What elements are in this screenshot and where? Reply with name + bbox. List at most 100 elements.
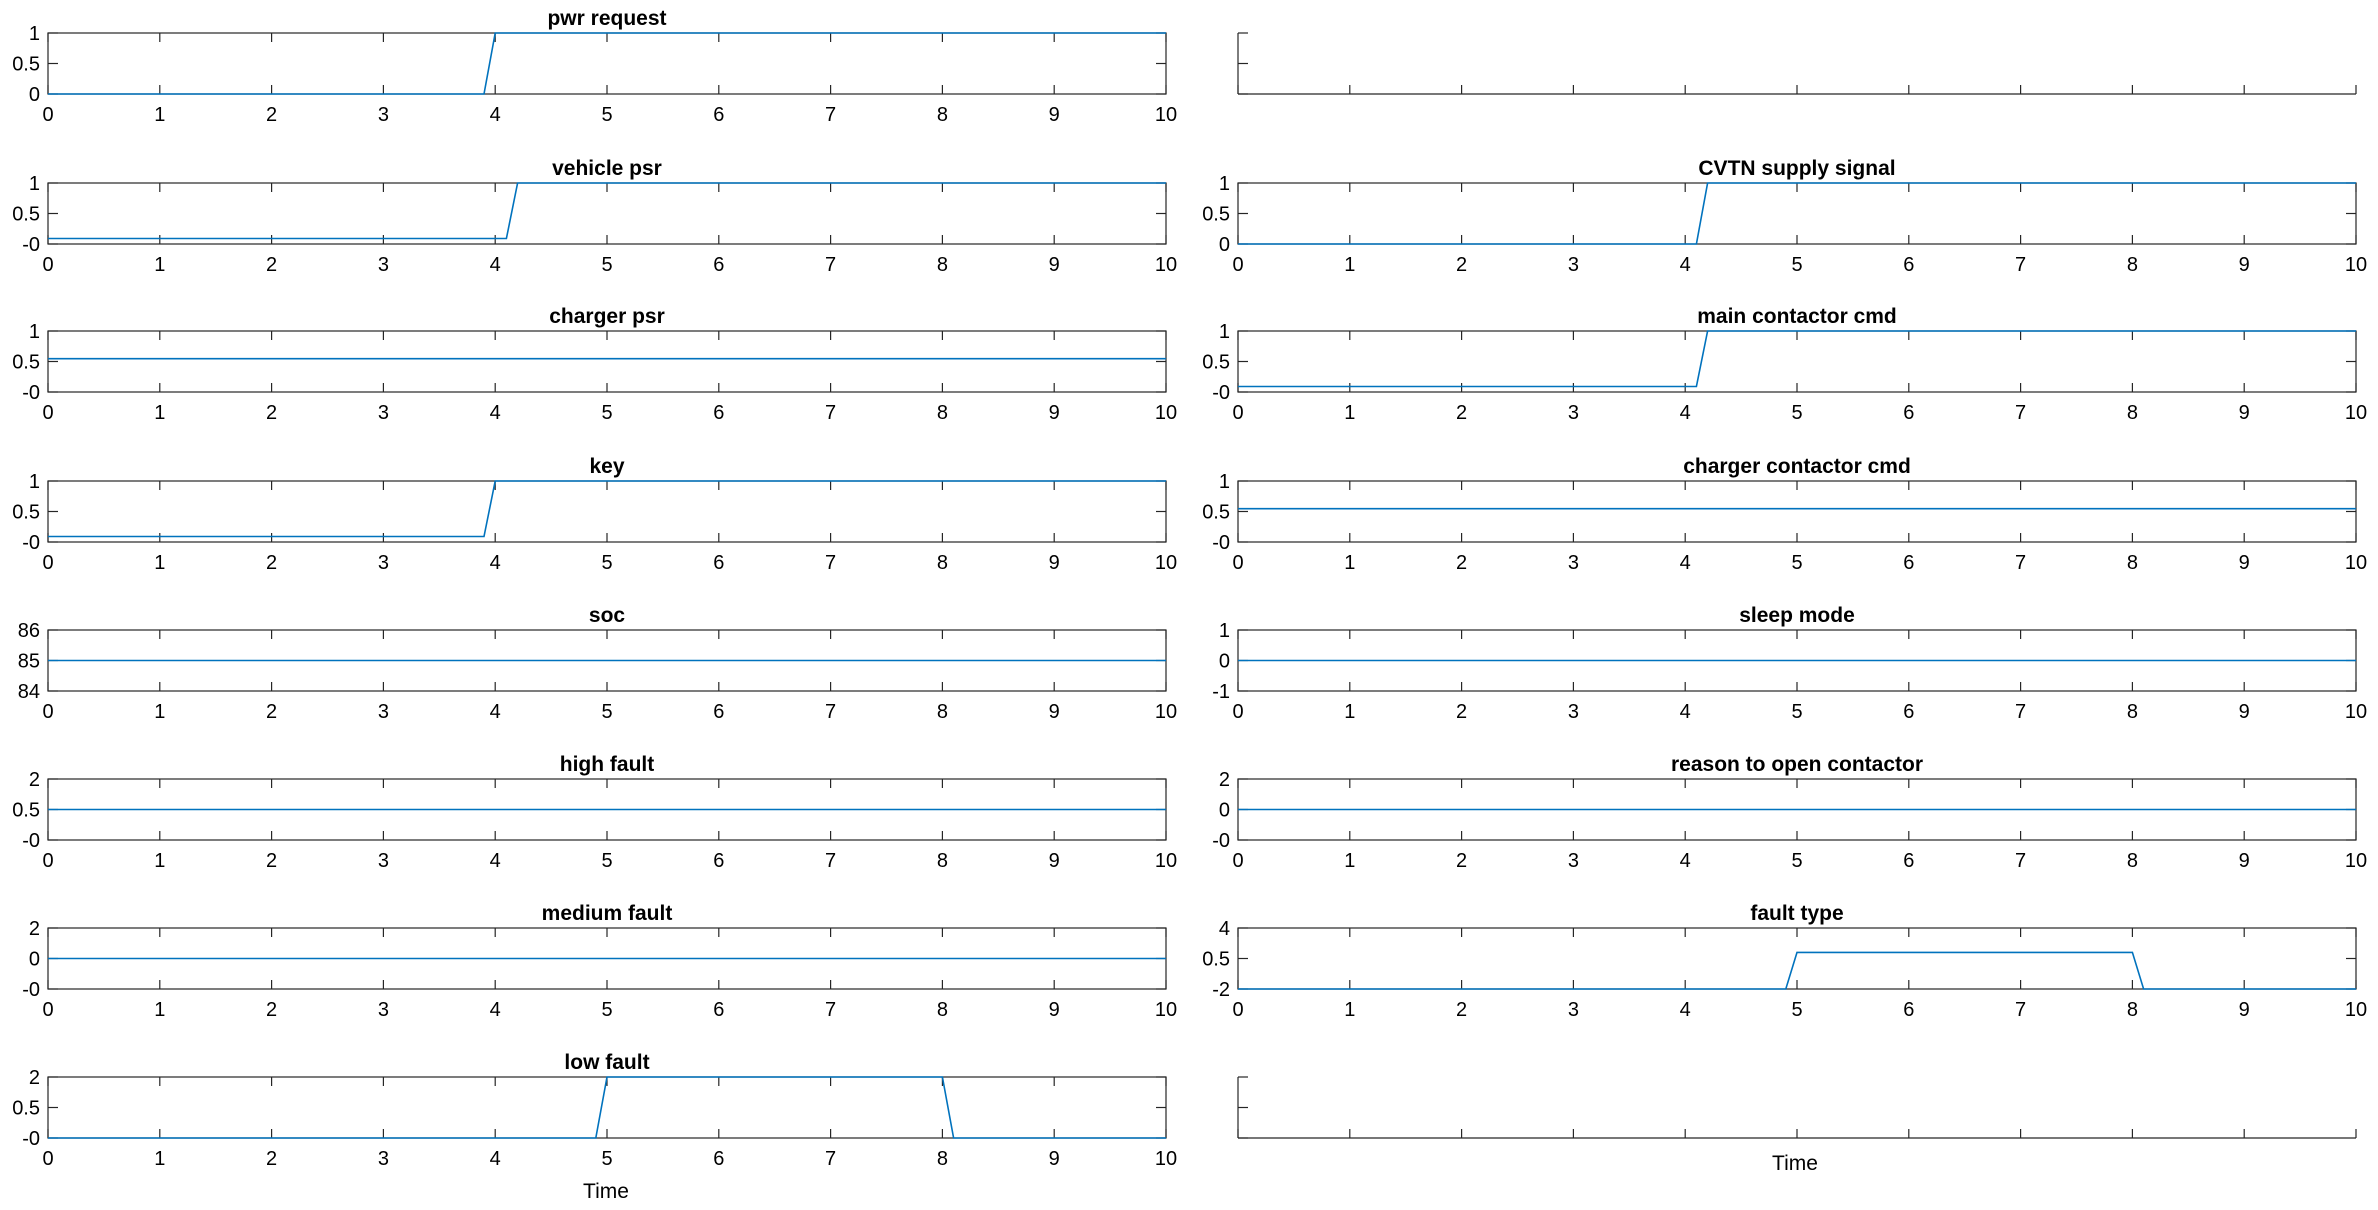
y-tick-label: -0 (22, 979, 40, 1001)
x-tick-label: 1 (1344, 850, 1355, 872)
x-tick-label: 8 (2127, 999, 2138, 1021)
x-tick-label: 6 (1903, 850, 1914, 872)
x-tick-label: 8 (2127, 850, 2138, 872)
x-tick-label: 10 (1155, 552, 1177, 574)
x-tick-label: 8 (937, 552, 948, 574)
signal-line (1238, 330, 2356, 388)
x-tick-label: 10 (2345, 254, 2367, 276)
x-tick-label: 10 (2345, 552, 2367, 574)
subplot-title: reason to open contactor (1671, 753, 1923, 776)
x-tick-label: 0 (42, 552, 53, 574)
y-tick-label: 1 (29, 173, 40, 195)
x-tick-label: 7 (2015, 850, 2026, 872)
x-tick-label: 7 (825, 402, 836, 424)
subplot-title: medium fault (542, 902, 673, 925)
y-tick-label: 0.5 (12, 800, 40, 822)
x-axis-label-right: Time (1772, 1152, 1818, 1175)
y-tick-label: 2 (29, 918, 40, 940)
x-tick-label: 2 (266, 1148, 277, 1170)
x-tick-label: 6 (1903, 402, 1914, 424)
x-tick-label: 10 (2345, 999, 2367, 1021)
x-tick-label: 4 (1680, 701, 1691, 723)
x-tick-label: 2 (1456, 701, 1467, 723)
x-tick-label: 4 (1680, 552, 1691, 574)
y-tick-label: 0.5 (12, 1098, 40, 1120)
x-tick-label: 4 (490, 402, 501, 424)
x-tick-label: 7 (825, 552, 836, 574)
x-tick-label: 0 (42, 850, 53, 872)
subplot-title: sleep mode (1739, 604, 1855, 627)
plot-frame (47, 182, 1167, 245)
plot-frame (1237, 927, 2357, 990)
y-tick-label: -0 (1212, 532, 1230, 554)
x-tick-label: 4 (490, 104, 501, 126)
x-tick-label: 3 (1568, 254, 1579, 276)
x-tick-label: 4 (1680, 850, 1691, 872)
y-tick-label: 2 (29, 1067, 40, 1089)
subplot-title: pwr request (547, 7, 666, 30)
x-tick-label: 6 (713, 1148, 724, 1170)
subplot-empty-7-1 (1237, 1076, 2357, 1139)
x-tick-label: 9 (1049, 850, 1060, 872)
x-tick-label: 2 (1456, 999, 1467, 1021)
plot-frame (1237, 330, 2357, 393)
x-tick-label: 2 (266, 552, 277, 574)
y-tick-label: 84 (18, 681, 40, 703)
y-tick-label: 0.5 (12, 54, 40, 76)
y-tick-label: -0 (22, 830, 40, 852)
subplot-charger-psr: 0 1 2 3 4 5 6 7 8 9 10 -0 0.5 1 charger psr (12, 305, 1177, 424)
x-tick-label: 0 (1232, 402, 1243, 424)
y-tick-label: -2 (1212, 979, 1230, 1001)
x-tick-label: 7 (2015, 701, 2026, 723)
subplot-title: high fault (560, 753, 654, 776)
x-tick-label: 5 (601, 999, 612, 1021)
x-tick-label: 4 (490, 254, 501, 276)
x-tick-label: 1 (154, 999, 165, 1021)
x-tick-label: 3 (1568, 402, 1579, 424)
y-tick-label: 1 (1219, 471, 1230, 493)
x-tick-label: 10 (2345, 850, 2367, 872)
signal-line (1238, 951, 2356, 990)
x-tick-label: 9 (1049, 701, 1060, 723)
x-tick-label: 5 (601, 402, 612, 424)
x-tick-label: 10 (2345, 701, 2367, 723)
y-tick-label: 0.5 (1202, 352, 1230, 374)
subplot-title: main contactor cmd (1697, 305, 1897, 328)
y-tick-label: 0.5 (1202, 204, 1230, 226)
x-tick-label: 10 (1155, 104, 1177, 126)
plot-frame (47, 1076, 1167, 1139)
y-tick-label: 0 (1219, 651, 1230, 673)
x-tick-label: 0 (1232, 552, 1243, 574)
x-tick-label: 9 (1049, 104, 1060, 126)
y-tick-label: -0 (1212, 382, 1230, 404)
y-tick-label: 0 (1219, 800, 1230, 822)
x-tick-label: 6 (1903, 552, 1914, 574)
x-tick-label: 8 (937, 701, 948, 723)
y-tick-label: -1 (1212, 681, 1230, 703)
y-tick-label: 0.5 (12, 352, 40, 374)
y-tick-label: 1 (29, 321, 40, 343)
signal-line (48, 182, 1166, 240)
y-tick-label: -0 (22, 1128, 40, 1150)
x-tick-label: 0 (42, 254, 53, 276)
x-tick-label: 6 (713, 552, 724, 574)
y-tick-label: -0 (1212, 830, 1230, 852)
y-tick-label: -0 (22, 234, 40, 256)
x-tick-label: 8 (2127, 552, 2138, 574)
x-tick-label: 6 (713, 104, 724, 126)
x-tick-label: 4 (490, 850, 501, 872)
y-tick-label: 85 (18, 651, 40, 673)
y-tick-label: 86 (18, 620, 40, 642)
subplot-cvtn-supply-signal: 0 1 2 3 4 5 6 7 8 9 10 0 0.5 1 CVTN supply signal (1202, 157, 2367, 276)
x-tick-label: 10 (1155, 402, 1177, 424)
subplot-high-fault: 0 1 2 3 4 5 6 7 8 9 10 -0 0.5 2 high fault (12, 753, 1177, 872)
x-tick-label: 3 (378, 104, 389, 126)
x-tick-label: 3 (378, 999, 389, 1021)
x-tick-label: 3 (1568, 850, 1579, 872)
x-tick-label: 0 (1232, 254, 1243, 276)
x-tick-label: 1 (154, 850, 165, 872)
x-tick-label: 10 (1155, 701, 1177, 723)
